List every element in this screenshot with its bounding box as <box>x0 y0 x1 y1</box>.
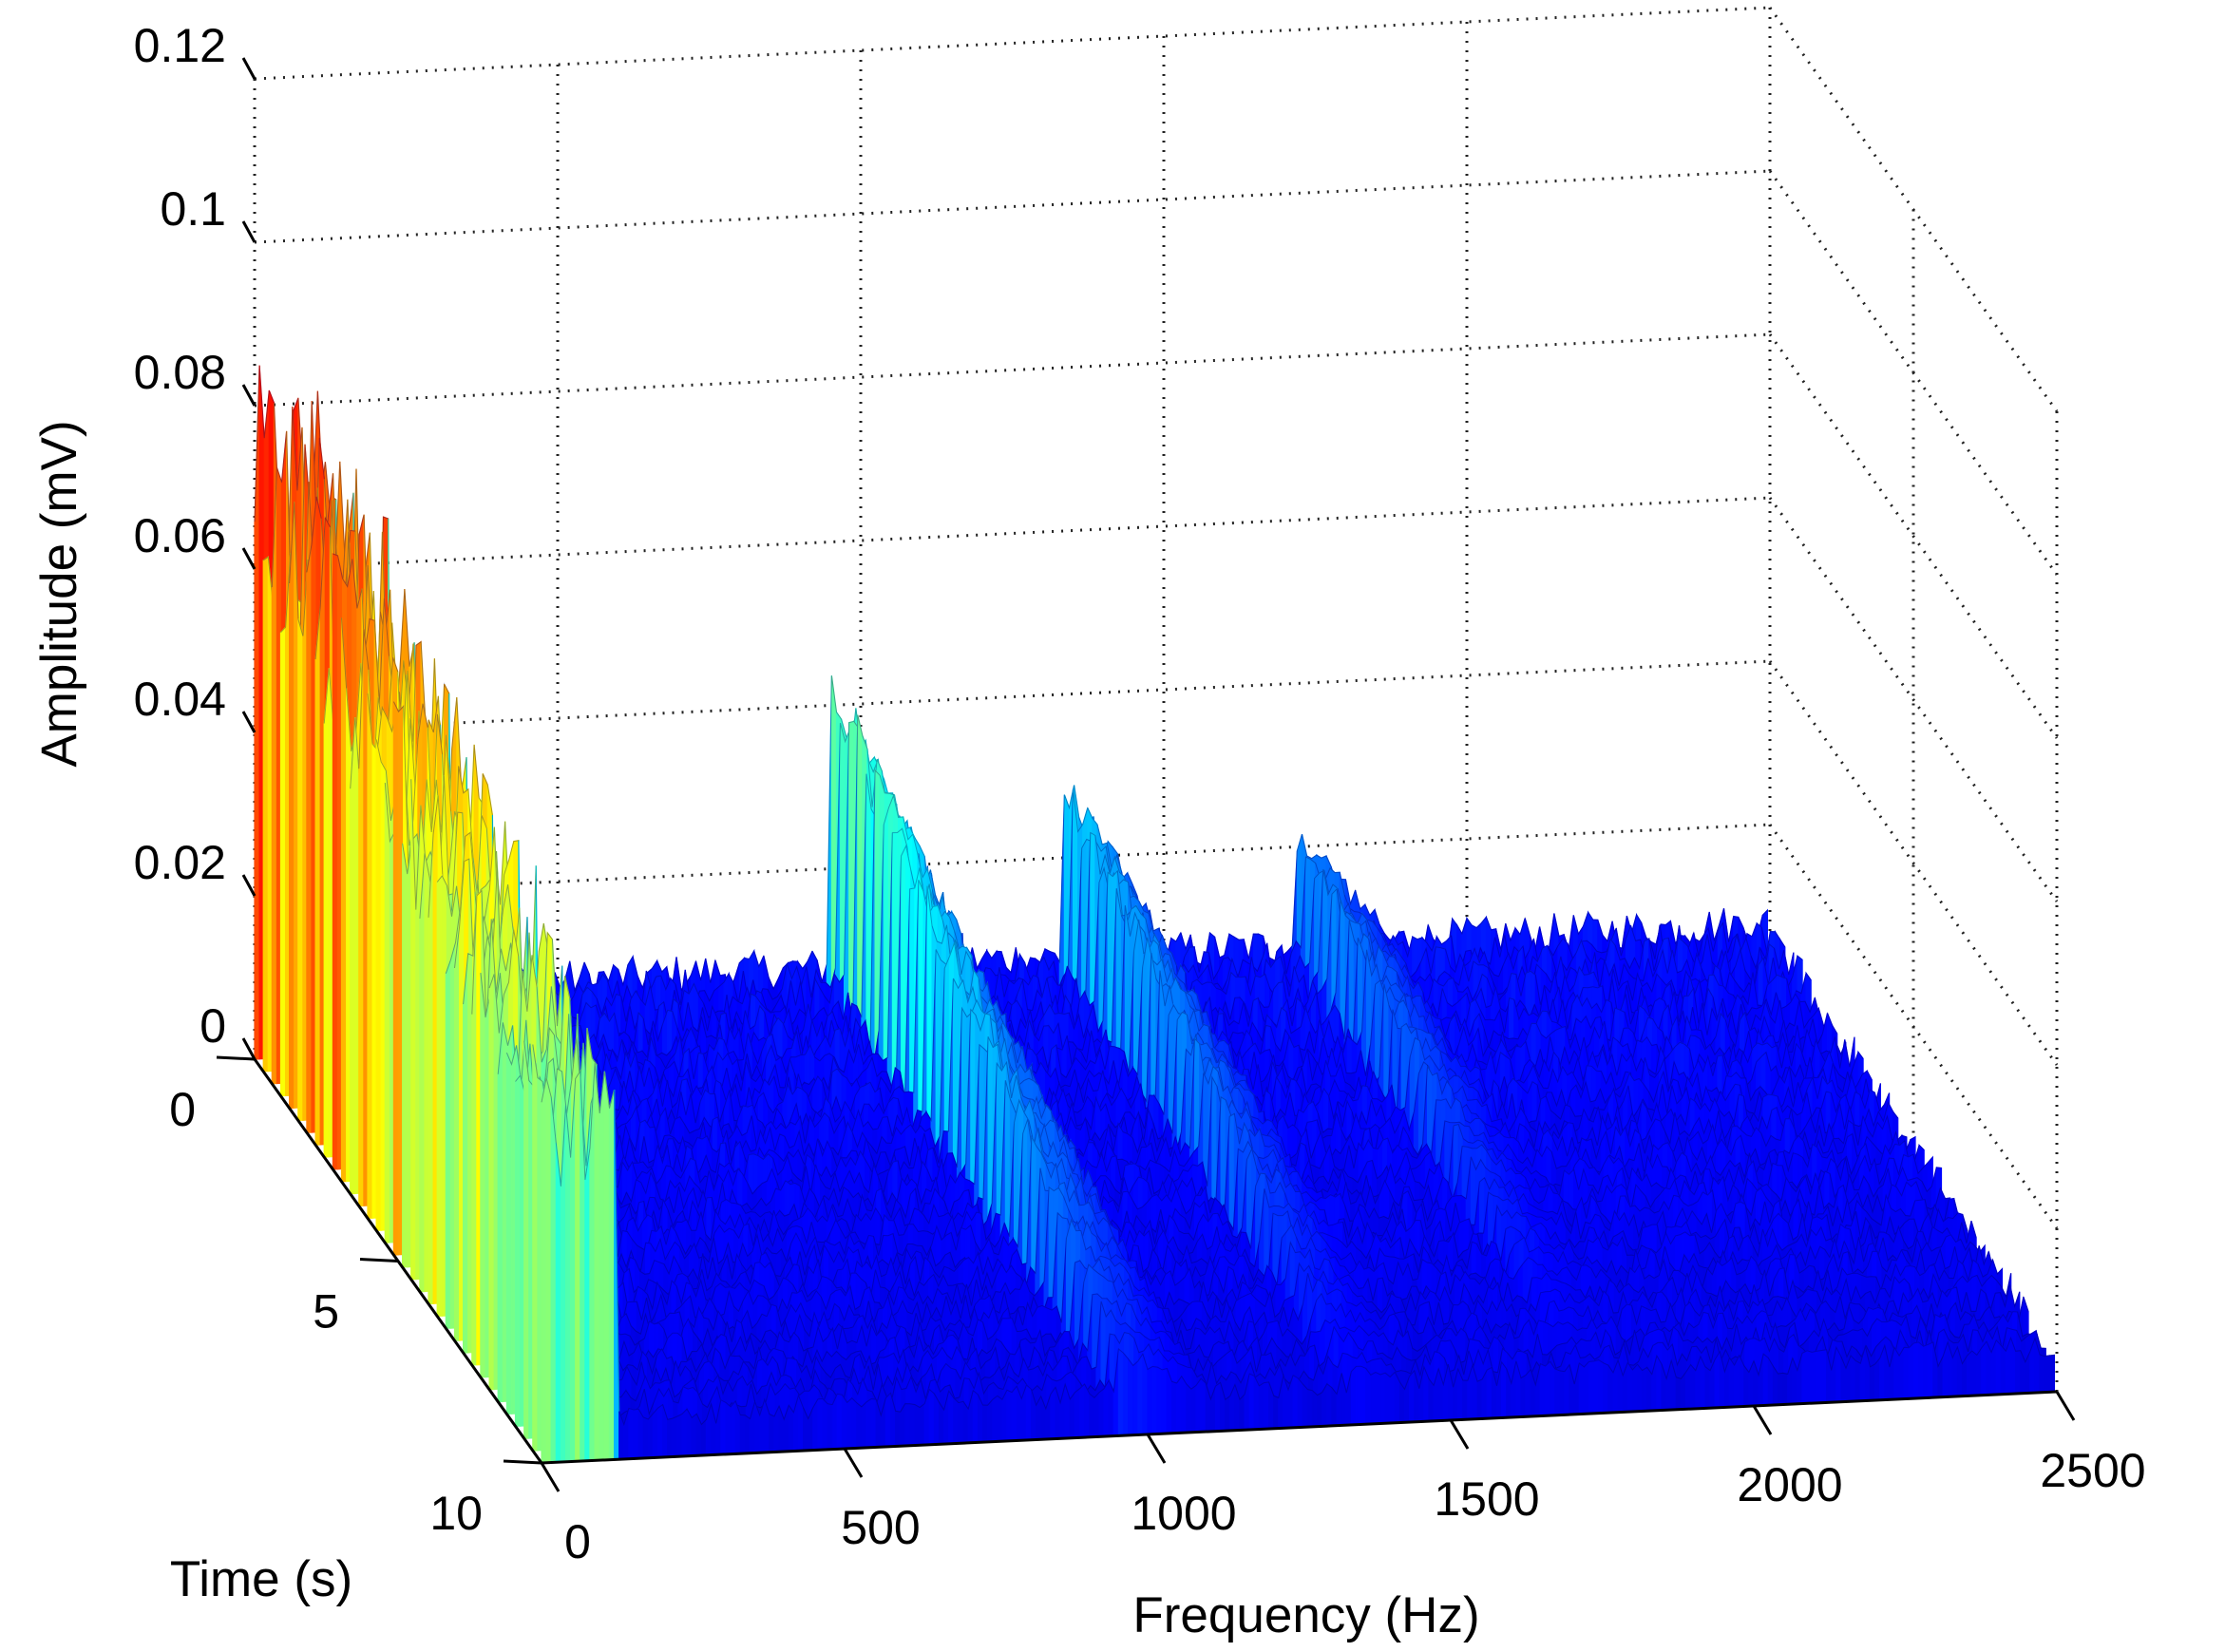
spectrum-strip <box>332 553 339 1170</box>
spectrum-strip <box>323 668 330 1158</box>
spectrum-strip <box>262 556 269 1073</box>
grid-line-back-z <box>254 6 1771 81</box>
grid-line-back-z <box>254 169 1771 244</box>
spectrum-strip <box>314 605 321 1146</box>
spectrum-strip <box>340 617 348 1183</box>
spectrum-strip <box>350 717 356 1195</box>
spectrum-strip <box>297 618 304 1122</box>
spectrum-strip <box>384 782 390 1244</box>
grid-line-back-z <box>254 823 1771 898</box>
grid-line-back-z <box>254 332 1771 408</box>
spectrum-strip <box>375 739 382 1231</box>
spectrum-strip <box>289 502 295 1110</box>
grid-line-back-z <box>254 659 1771 734</box>
surface <box>254 365 2055 1464</box>
grid-line-side-z <box>1768 497 2059 902</box>
spectrum-strip <box>306 544 313 1133</box>
spectrum-strip <box>279 625 287 1097</box>
spectrum-strip <box>367 693 373 1220</box>
grid-line-back-z <box>254 496 1771 571</box>
grid-line-side-z <box>1768 333 2059 739</box>
grid-line-side-z <box>1768 660 2059 1066</box>
